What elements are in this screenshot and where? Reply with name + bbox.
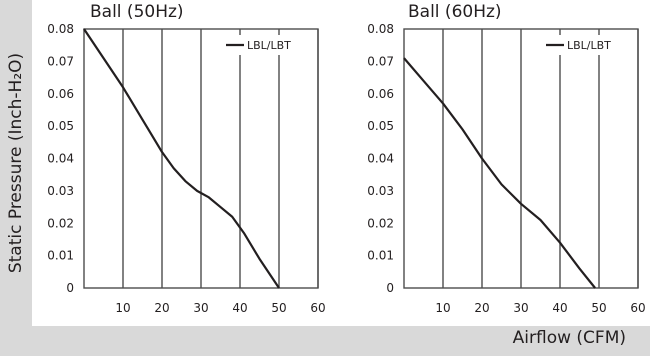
- x-tick-label: 30: [513, 301, 528, 315]
- y-tick-label: 0.08: [47, 22, 74, 36]
- y-tick-label: 0.01: [367, 249, 394, 263]
- y-tick-label: 0.04: [367, 152, 394, 166]
- legend-box: [220, 35, 316, 55]
- y-tick-label: 0.08: [367, 22, 394, 36]
- chart-title: Ball (60Hz): [408, 2, 502, 22]
- y-tick-label: 0.04: [47, 152, 74, 166]
- y-tick-label: 0.07: [367, 54, 394, 68]
- x-tick-label: 40: [552, 301, 567, 315]
- chart-svg: 10 20 30 40 50 60 0 0.01 0.02 0.03 0.04 0.05 0.06 0.0…: [47, 22, 325, 315]
- x-tick-label: 30: [193, 301, 208, 315]
- y-tick-label: 0.02: [367, 216, 394, 230]
- legend-box: [540, 35, 636, 55]
- chart-title: Ball (50Hz): [90, 2, 184, 22]
- x-tick-label: 20: [154, 301, 169, 315]
- y-tick-label: 0.05: [367, 119, 394, 133]
- series-line: [83, 28, 280, 289]
- legend-label: LBL/LBT: [567, 39, 611, 52]
- y-tick-label: 0.03: [47, 184, 74, 198]
- y-tick-label: 0.01: [47, 249, 74, 263]
- y-tick-label: 0.07: [47, 54, 74, 68]
- y-tick-label: 0.06: [47, 87, 74, 101]
- x-tick-label: 60: [310, 301, 325, 315]
- y-tick-label: 0.05: [47, 119, 74, 133]
- x-tick-label: 10: [115, 301, 130, 315]
- chart-ball-50hz: Ball (50Hz) 10 20 30 40 50 60 0 0.01 0.02 0.03 0.0…: [38, 0, 328, 326]
- bottom-band: [0, 326, 650, 356]
- plot-frame: [403, 28, 639, 289]
- x-tick-label: 40: [232, 301, 247, 315]
- y-tick-label: 0: [386, 281, 394, 295]
- y-tick-label: 0.06: [367, 87, 394, 101]
- left-band: [0, 0, 32, 356]
- y-tick-label: 0: [66, 281, 74, 295]
- x-axis-label: Airflow (CFM): [512, 328, 626, 348]
- x-tick-label: 50: [271, 301, 286, 315]
- x-tick-label: 50: [591, 301, 606, 315]
- y-tick-label: 0.03: [367, 184, 394, 198]
- x-tick-label: 60: [630, 301, 645, 315]
- chart-ball-60hz: Ball (60Hz) 10 20 30 40 50 60 0 0.01 0.02 0.03 0.0…: [358, 0, 648, 326]
- y-tick-label: 0.02: [47, 216, 74, 230]
- chart-svg: 10 20 30 40 50 60 0 0.01 0.02 0.03 0.04 0.05 0.06 0.0…: [367, 22, 645, 315]
- x-tick-label: 10: [435, 301, 450, 315]
- plot-frame: [83, 28, 319, 289]
- x-tick-label: 20: [474, 301, 489, 315]
- series-line: [403, 57, 596, 289]
- legend-label: LBL/LBT: [247, 39, 291, 52]
- y-axis-label: Static Pressure (Inch-H₂O): [6, 52, 26, 274]
